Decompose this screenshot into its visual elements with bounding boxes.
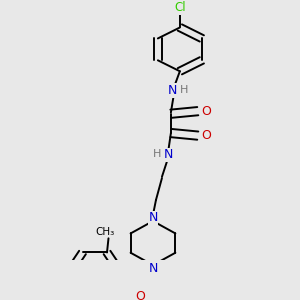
Text: O: O: [136, 290, 146, 300]
Text: H: H: [152, 149, 161, 159]
Text: CH₃: CH₃: [95, 227, 115, 237]
Text: N: N: [148, 212, 158, 224]
Text: O: O: [201, 129, 211, 142]
Text: Cl: Cl: [174, 1, 186, 14]
Text: N: N: [164, 148, 173, 161]
Text: H: H: [180, 85, 188, 95]
Text: O: O: [201, 105, 211, 118]
Text: N: N: [148, 262, 158, 275]
Text: N: N: [168, 84, 177, 97]
